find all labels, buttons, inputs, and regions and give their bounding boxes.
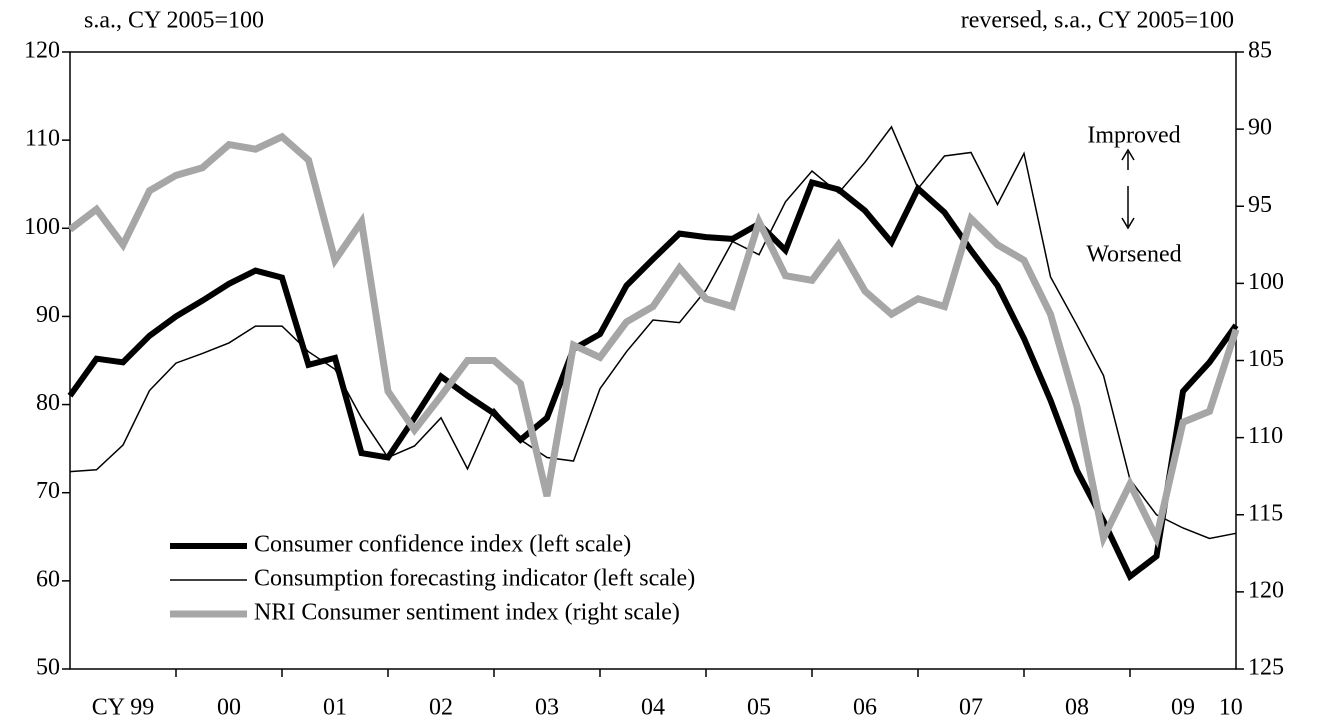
legend-label: Consumption forecasting indicator (left …: [254, 566, 695, 592]
x-tick-label: 10: [1219, 695, 1243, 721]
legend-label: Consumer confidence index (left scale): [254, 532, 631, 558]
annotation: Improved: [1087, 123, 1180, 149]
y2-tick-label: 110: [1248, 423, 1283, 449]
y-tick-label: 110: [25, 126, 60, 152]
y-tick-label: 80: [36, 390, 60, 416]
legend-label: NRI Consumer sentiment index (right scal…: [254, 600, 680, 626]
y-tick-label: 100: [24, 214, 60, 240]
x-tick-label: 02: [429, 695, 453, 721]
x-tick-label: 01: [323, 695, 347, 721]
y2-tick-label: 100: [1248, 269, 1284, 295]
y2-tick-label: 90: [1248, 115, 1272, 141]
y2-tick-label: 120: [1248, 577, 1284, 603]
x-tick-label: CY 99: [92, 695, 154, 721]
y2-tick-label: 125: [1248, 655, 1284, 681]
y2-tick-label: 95: [1248, 192, 1272, 218]
y2-tick-label: 105: [1248, 346, 1284, 372]
x-tick-label: 00: [217, 695, 241, 721]
series-line: [67, 132, 1240, 549]
x-tick-label: 08: [1065, 695, 1089, 721]
x-tick-label: 07: [959, 695, 983, 721]
x-tick-label: 03: [535, 695, 559, 721]
y-axis-label: s.a., CY 2005=100: [84, 8, 264, 34]
y2-axis-label: reversed, s.a., CY 2005=100: [961, 8, 1234, 34]
y2-tick-label: 85: [1248, 38, 1272, 64]
direction-arrows: [1121, 148, 1135, 230]
x-tick-label: 05: [747, 695, 771, 721]
series-line: [67, 178, 1239, 582]
y-tick-label: 50: [36, 655, 60, 681]
x-tick-label: 09: [1171, 695, 1195, 721]
y2-tick-label: 115: [1248, 500, 1283, 526]
annotation: Worsened: [1086, 242, 1181, 268]
x-tick-label: 04: [641, 695, 665, 721]
series-line: [69, 125, 1237, 540]
x-tick-label: 06: [853, 695, 877, 721]
y-tick-label: 90: [36, 302, 60, 328]
y-tick-label: 60: [36, 566, 60, 592]
y-tick-label: 120: [24, 38, 60, 64]
y-tick-label: 70: [36, 478, 60, 504]
